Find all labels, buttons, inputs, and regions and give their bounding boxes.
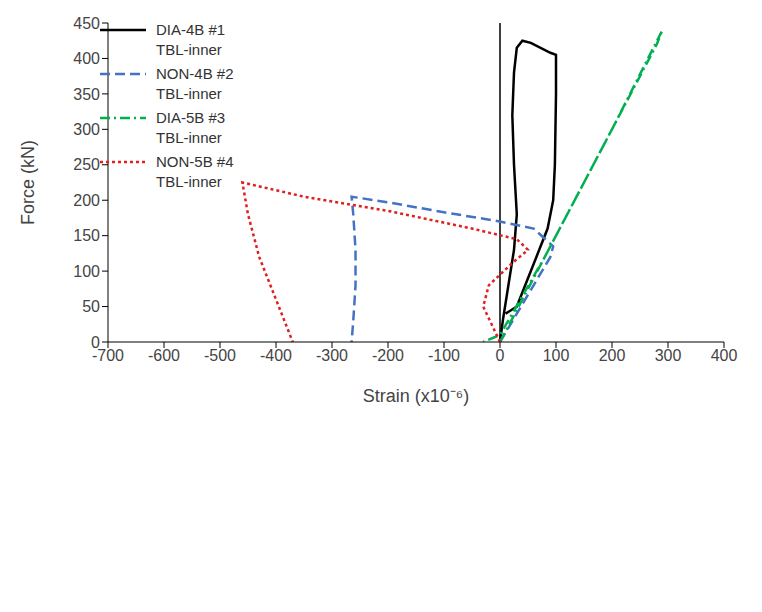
svg-text:100: 100 <box>73 263 100 280</box>
svg-text:0: 0 <box>496 347 505 364</box>
html-text:TBL-inner: TBL-inner <box>156 173 222 190</box>
svg-text:250: 250 <box>73 156 100 173</box>
svg-text:350: 350 <box>73 86 100 103</box>
svg-text:150: 150 <box>73 227 100 244</box>
svg-text:300: 300 <box>73 121 100 138</box>
svg-text:-700: -700 <box>92 347 124 365</box>
svg-text:200: 200 <box>73 192 100 209</box>
html-text:TBL-inner: TBL-inner <box>156 85 222 102</box>
svg-text:200: 200 <box>599 347 626 364</box>
svg-text:50: 50 <box>82 298 100 315</box>
svg-text:400: 400 <box>711 347 738 364</box>
svg-text:Strain (x10⁻⁶): Strain (x10⁻⁶) <box>363 386 469 406</box>
html-text:NON-5B #4: NON-5B #4 <box>156 153 234 170</box>
svg-text:-100: -100 <box>428 347 460 364</box>
html-text:TBL-inner: TBL-inner <box>156 129 222 146</box>
html-text:NON-4B #2: NON-4B #2 <box>156 65 234 82</box>
html-text:DIA-5B #3: DIA-5B #3 <box>156 109 226 126</box>
html-text:TBL-inner: TBL-inner <box>156 41 222 58</box>
html-text:DIA-4B #1: DIA-4B #1 <box>156 21 226 38</box>
svg-text:-300: -300 <box>316 347 348 364</box>
svg-text:-400: -400 <box>260 347 292 364</box>
svg-text:-200: -200 <box>372 347 404 364</box>
svg-text:Force (kN): Force (kN) <box>18 140 38 225</box>
svg-text:0: 0 <box>91 334 100 351</box>
svg-text:450: 450 <box>73 15 100 32</box>
svg-text:-500: -500 <box>204 347 236 364</box>
svg-text:400: 400 <box>73 50 100 67</box>
svg-text:-600: -600 <box>148 347 180 364</box>
svg-text:300: 300 <box>655 347 682 364</box>
svg-text:100: 100 <box>543 347 570 364</box>
